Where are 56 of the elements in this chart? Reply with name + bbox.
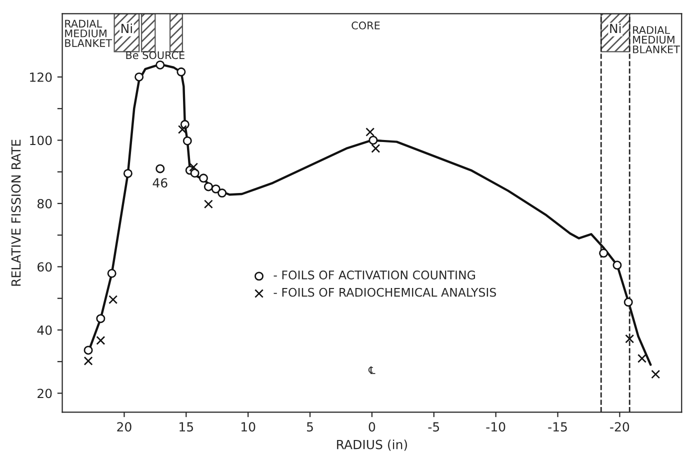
point xyxy=(84,346,93,355)
legend-label: - FOILS OF RADIOCHEMICAL ANALYSIS xyxy=(274,288,496,297)
x-tick-label: -10 xyxy=(486,422,506,432)
point xyxy=(176,67,186,76)
annotation: RADIAL MEDIUM BLANKET xyxy=(633,26,680,54)
point xyxy=(178,124,187,134)
annotation: CORE xyxy=(352,22,380,30)
point xyxy=(637,354,646,363)
y-tick-label: 120 xyxy=(30,72,52,82)
x-tick-label: 15 xyxy=(180,422,194,432)
x-tick-label: 0 xyxy=(368,422,376,432)
point xyxy=(204,200,213,209)
point xyxy=(198,174,208,183)
point xyxy=(624,298,633,307)
point xyxy=(96,314,106,324)
point xyxy=(190,168,200,178)
annotation: 46 xyxy=(152,178,168,188)
x-tick-label: 10 xyxy=(242,422,256,432)
point xyxy=(651,370,660,379)
y-tick-label: 40 xyxy=(37,325,52,335)
annotation: Be SOURCE xyxy=(126,51,184,60)
x-axis-title: RADIUS (in) xyxy=(337,440,408,451)
band-label: Ni xyxy=(122,24,132,33)
annotation: RADIAL MEDIUM BLANKET xyxy=(65,20,112,47)
point xyxy=(371,144,380,153)
y-tick-label: 20 xyxy=(38,388,52,398)
point xyxy=(189,162,198,172)
point xyxy=(84,356,93,366)
y-tick-label: 80 xyxy=(38,198,52,208)
point xyxy=(134,72,144,82)
y-tick-label: 100 xyxy=(30,136,52,146)
point xyxy=(108,295,118,304)
point xyxy=(156,60,165,70)
point xyxy=(211,184,220,194)
legend-label: - FOILS OF ACTIVATION COUNTING xyxy=(274,270,475,280)
x-tick-label: -15 xyxy=(548,422,567,432)
x-tick-label: -20 xyxy=(610,422,630,432)
point xyxy=(182,136,192,146)
point xyxy=(96,336,106,345)
point xyxy=(107,268,116,278)
band-label: Ni xyxy=(610,24,621,33)
point xyxy=(612,260,622,270)
point xyxy=(218,188,227,198)
annotation: ℄ xyxy=(368,366,376,374)
point xyxy=(156,164,165,174)
x-tick-label: 20 xyxy=(117,422,132,432)
point xyxy=(366,128,375,137)
point xyxy=(204,182,213,192)
x-tick-label: -5 xyxy=(428,422,440,432)
y-tick-label: 60 xyxy=(38,262,52,272)
x-tick-label: 5 xyxy=(307,422,313,432)
point xyxy=(625,334,634,344)
y-axis-title: RELATIVE FISSION RATE xyxy=(11,140,21,286)
point xyxy=(599,248,608,258)
point xyxy=(123,168,132,178)
point xyxy=(368,136,378,145)
